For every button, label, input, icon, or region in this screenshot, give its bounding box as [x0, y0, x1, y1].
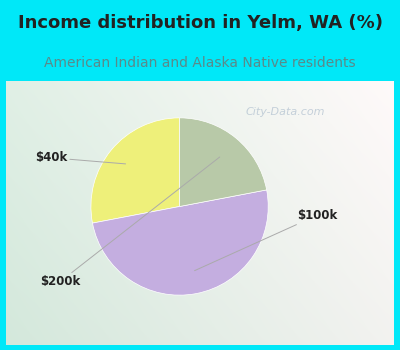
Wedge shape: [91, 118, 180, 223]
Text: $40k: $40k: [35, 151, 126, 164]
Text: $100k: $100k: [194, 209, 337, 271]
Text: American Indian and Alaska Native residents: American Indian and Alaska Native reside…: [44, 56, 356, 70]
Text: City-Data.com: City-Data.com: [246, 107, 325, 117]
Wedge shape: [180, 118, 267, 206]
Wedge shape: [92, 190, 268, 295]
Text: Income distribution in Yelm, WA (%): Income distribution in Yelm, WA (%): [18, 14, 382, 32]
Text: $200k: $200k: [40, 157, 220, 288]
